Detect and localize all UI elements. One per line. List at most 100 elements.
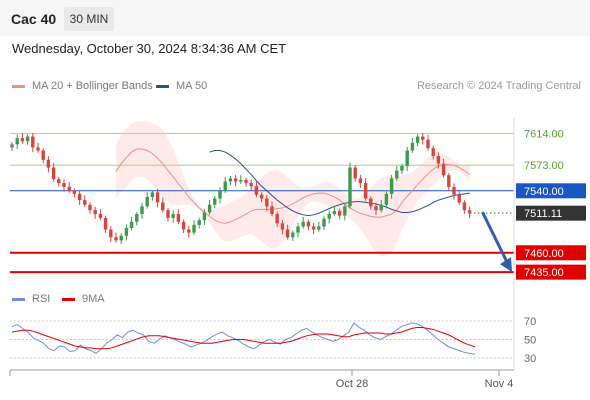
candle-body	[415, 136, 420, 143]
candle-body	[119, 235, 123, 241]
candle-body	[317, 226, 321, 230]
candle-body	[259, 194, 264, 199]
timeframe-button[interactable]: 30 MIN	[64, 7, 114, 31]
candle-body	[114, 237, 118, 241]
candle-body	[20, 138, 25, 142]
candle-body	[467, 210, 472, 214]
candle-body	[41, 150, 45, 160]
level-tag-3	[516, 205, 586, 221]
candle-body	[181, 221, 186, 230]
candle-body	[25, 136, 30, 142]
rsi-level-label-70: 70	[524, 316, 536, 328]
candle-body	[140, 206, 144, 215]
candle-body	[88, 204, 92, 211]
candle-body	[98, 214, 103, 218]
legend-rsi: RSI	[12, 293, 50, 305]
rsi-ma-line	[11, 326, 476, 350]
candle-body	[431, 148, 435, 156]
candle-body	[10, 144, 14, 148]
candle-body	[249, 183, 253, 187]
candle-body	[306, 221, 311, 227]
candle-body	[213, 198, 217, 205]
candle-body	[441, 163, 446, 176]
candle-body	[129, 221, 134, 228]
bollinger-band	[116, 121, 470, 257]
candle-body	[395, 170, 399, 179]
candle-body	[265, 198, 269, 207]
candle-body	[31, 136, 35, 148]
credit-text: Research © 2024 Trading Central	[416, 80, 581, 92]
candle-body	[207, 204, 212, 213]
candle-body	[36, 147, 40, 151]
candle-body	[124, 227, 129, 236]
rsi-level-label-50: 50	[524, 335, 536, 347]
level-label-1: 7573.00	[524, 160, 564, 172]
candle-body	[410, 142, 415, 151]
candle-body	[275, 214, 279, 224]
candle-body	[436, 155, 441, 164]
legend-rsi-ma-swatch	[62, 297, 75, 301]
candle-body	[161, 202, 165, 211]
candle-body	[426, 139, 430, 149]
candle-body	[239, 179, 243, 182]
candle-body	[452, 186, 456, 195]
legend-bollinger-label: MA 20 + Bollinger Bands	[32, 80, 153, 92]
candles	[10, 133, 472, 244]
candle-body	[233, 178, 238, 182]
ma20-line	[115, 148, 470, 224]
legend-bollinger: MA 20 + Bollinger Bands	[12, 80, 153, 92]
candle-body	[109, 229, 113, 238]
x-axis-label-0: Oct 28	[336, 378, 368, 390]
candle-body	[171, 214, 175, 218]
ma50-line	[209, 150, 470, 217]
candle-body	[62, 183, 66, 187]
candle-body	[223, 181, 227, 191]
candle-body	[93, 210, 97, 215]
forecast-arrow-shaft	[481, 211, 509, 264]
candle-body	[353, 167, 357, 179]
candle-body	[46, 159, 51, 168]
level-tag-2	[516, 183, 586, 199]
candle-body	[369, 198, 373, 207]
candle-body	[197, 220, 201, 225]
candle-body	[77, 193, 82, 201]
chart-datetime: Wednesday, October 30, 2024 8:34:36 AM C…	[12, 41, 287, 56]
candle-body	[135, 214, 139, 222]
level-label-5: 7435.00	[524, 267, 564, 279]
x-axis-label-1: Nov 4	[485, 378, 514, 390]
level-label-2: 7540.00	[524, 186, 564, 198]
candle-body	[322, 218, 326, 227]
legend-ma50-label: MA 50	[176, 80, 208, 92]
candle-body	[57, 179, 61, 184]
candle-body	[421, 136, 425, 140]
candle-body	[270, 206, 274, 215]
candle-body	[379, 204, 383, 211]
candle-body	[202, 212, 207, 221]
candle-body	[150, 192, 155, 197]
candle-body	[332, 210, 337, 215]
level-label-0: 7614.00	[524, 128, 564, 140]
candle-body	[176, 214, 181, 222]
candle-body	[384, 193, 389, 205]
forecast-arrow-head	[500, 257, 512, 273]
level-label-3: 7511.11	[524, 208, 562, 220]
legend-rsi-ma-label: 9MA	[82, 293, 105, 305]
candle-body	[280, 223, 285, 230]
candle-body	[296, 226, 300, 233]
candle-body	[337, 210, 342, 216]
candle-body	[72, 190, 77, 194]
legend-bollinger-swatch	[12, 84, 25, 88]
candle-body	[155, 192, 160, 203]
candle-body	[358, 178, 363, 184]
candle-body	[301, 221, 305, 227]
candle-body	[457, 194, 461, 203]
level-tag-5	[516, 264, 586, 280]
legend-rsi-label: RSI	[32, 293, 51, 305]
candle-body	[15, 138, 19, 145]
candle-body	[291, 232, 295, 238]
candle-body	[285, 229, 290, 238]
legend-rsi-swatch	[12, 297, 25, 301]
candle-body	[228, 178, 233, 182]
candle-body	[145, 196, 149, 207]
candle-body	[400, 166, 404, 171]
